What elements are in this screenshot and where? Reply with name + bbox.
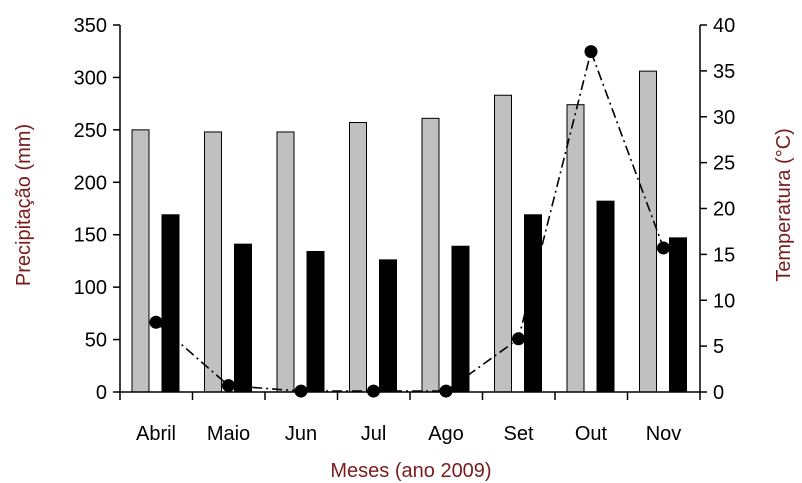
- y-tick-right-label: 30: [713, 107, 735, 129]
- y-tick-right-label: 25: [713, 153, 735, 175]
- temperature-line-series: [149, 45, 670, 398]
- bar-gray-maio: [204, 131, 222, 393]
- y-tick-left-label: 0: [96, 382, 107, 404]
- y-tick-left-label: 100: [74, 277, 107, 299]
- x-tick-label-jun: Jun: [285, 423, 317, 445]
- temperature-point-jul: [367, 384, 380, 398]
- bar-black-jul: [379, 259, 397, 393]
- y-tick-left-label: 150: [74, 225, 107, 247]
- y-tick-left-label: 50: [85, 330, 107, 352]
- bar-gray-nov: [639, 70, 657, 393]
- y-tick-right-label: 0: [713, 382, 724, 404]
- temperature-point-out: [584, 45, 598, 59]
- temperature-point-nov: [657, 241, 670, 255]
- bar-gray-jul: [349, 122, 367, 393]
- bar-gray-set: [494, 94, 512, 393]
- x-axis-title: Meses (ano 2009): [330, 460, 491, 482]
- temperature-point-set: [512, 332, 525, 346]
- y-tick-left-label: 350: [74, 15, 107, 37]
- bar-black-set: [524, 214, 542, 393]
- y-tick-right-label: 35: [713, 61, 735, 83]
- y-tick-right-label: 10: [713, 290, 735, 312]
- bar-black-jun: [306, 250, 325, 393]
- bar-black-abril: [161, 214, 180, 393]
- temperature-point-abril: [149, 315, 163, 329]
- x-tick-label-ago: Ago: [428, 423, 464, 445]
- bar-black-maio: [234, 243, 252, 393]
- bar-gray-abril: [131, 129, 150, 393]
- x-tick-label-set: Set: [503, 423, 533, 445]
- y-tick-left-label: 250: [74, 120, 107, 142]
- temperature-line: [155, 48, 665, 392]
- temperature-point-jun: [294, 384, 308, 398]
- y-axis-title-right: Temperatura (°C): [773, 128, 795, 282]
- x-tick-label-out: Out: [575, 423, 608, 445]
- bar-black-ago: [451, 245, 470, 393]
- bar-gray-jun: [276, 131, 295, 393]
- bar-black-nov: [669, 237, 687, 393]
- axes: 0 50 100 150 200 250 300 350 0 5 10 15 20 25 30 35 40 Abr…: [74, 15, 736, 445]
- y-tick-right-label: 40: [713, 15, 735, 37]
- x-tick-label-abril: Abril: [136, 423, 176, 445]
- bar-black-out: [596, 200, 615, 393]
- y-tick-left-label: 300: [74, 67, 107, 89]
- bar-gray-ago: [421, 117, 440, 393]
- y-tick-right-label: 15: [713, 244, 735, 266]
- bar-gray-out: [566, 104, 585, 393]
- temperature-point-maio: [222, 379, 235, 393]
- x-tick-label-jul: Jul: [361, 423, 387, 445]
- y-tick-right-label: 5: [713, 336, 724, 358]
- precipitation-bars-gray: [131, 70, 657, 393]
- temperature-point-ago: [439, 384, 453, 398]
- y-tick-right-label: 20: [713, 199, 735, 221]
- x-tick-label-maio: Maio: [207, 423, 250, 445]
- y-tick-left-label: 200: [74, 172, 107, 194]
- x-tick-label-nov: Nov: [646, 423, 682, 445]
- y-axis-title-left: Precipitação (mm): [13, 124, 35, 286]
